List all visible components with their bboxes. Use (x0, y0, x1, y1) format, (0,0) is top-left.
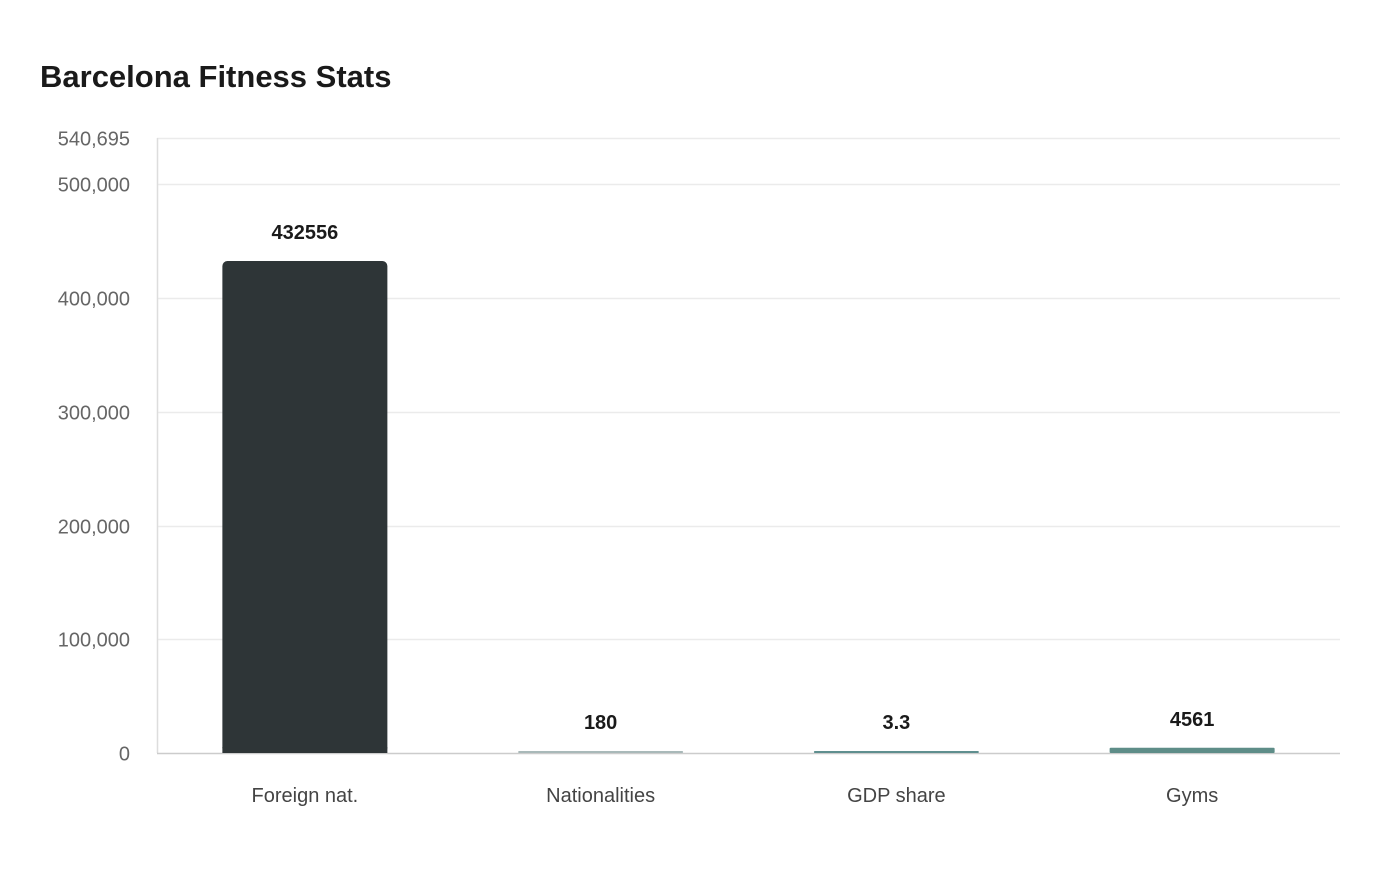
x-tick-label: Foreign nat. (252, 785, 359, 807)
data-label: 3.3 (882, 712, 910, 734)
value-labels: 432556 180 3.3 4561 (272, 222, 1215, 734)
chart-title: Barcelona Fitness Stats (40, 59, 392, 94)
y-tick-label: 540,695 (58, 129, 130, 151)
y-tick-label: 200,000 (58, 517, 130, 539)
bar (222, 261, 388, 753)
y-tick-label: 300,000 (58, 403, 130, 425)
bar (1109, 747, 1275, 753)
bar (813, 751, 979, 753)
x-tick-label: GDP share (847, 785, 946, 807)
y-tick-label: 100,000 (58, 630, 130, 652)
category-labels: Foreign nat. Nationalities GDP share Gyms (252, 785, 1219, 807)
bars (222, 261, 1275, 753)
y-tick-label: 500,000 (58, 175, 130, 197)
data-label: 180 (584, 712, 617, 734)
bar (518, 751, 684, 753)
y-tick-label: 0 (119, 744, 130, 766)
bar-base (222, 747, 388, 753)
axes (156, 138, 1340, 755)
x-tick-label: Gyms (1166, 785, 1218, 807)
data-label: 4561 (1170, 709, 1215, 731)
y-tick-labels: 0 100,000 200,000 300,000 400,000 500,000 540,… (58, 129, 130, 766)
y-tick-label: 400,000 (58, 289, 130, 311)
x-tick-label: Nationalities (546, 785, 655, 807)
data-label: 432556 (272, 222, 339, 244)
